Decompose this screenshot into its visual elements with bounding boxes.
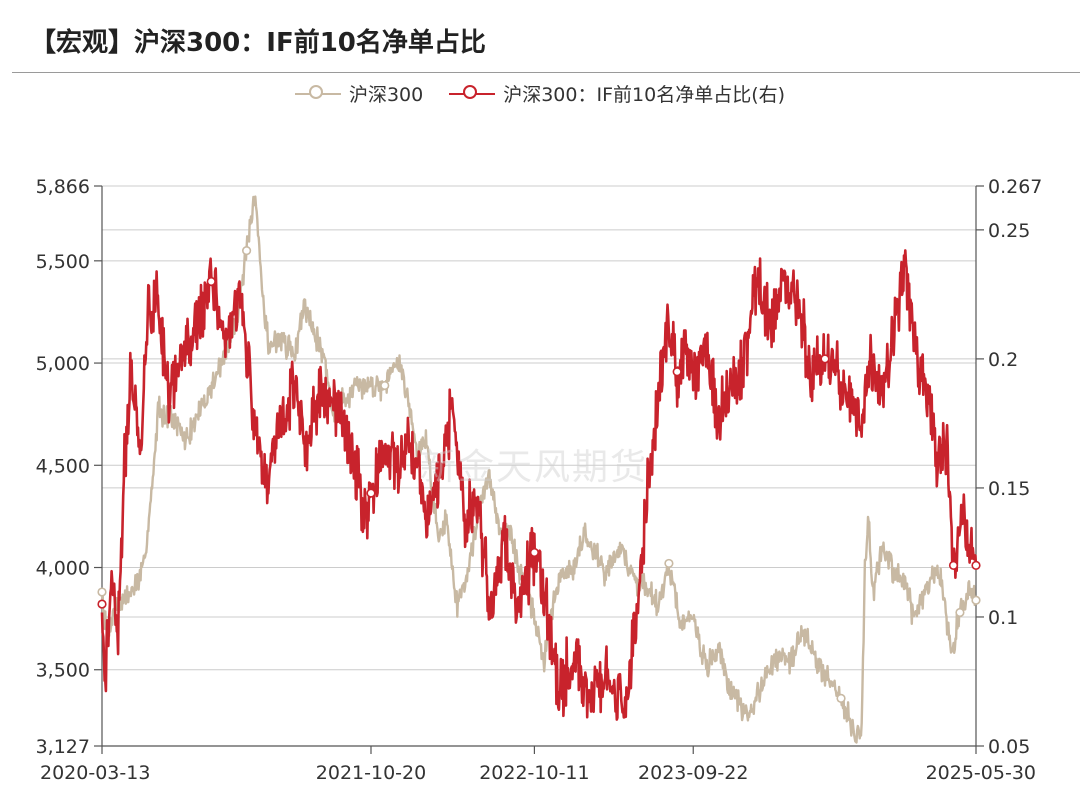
tick-labels: 3,127 3,500 4,000 4,500 5,000 5,500 5,866 0.05 0…: [36, 176, 1043, 784]
data-point-if-ratio: [820, 354, 830, 364]
y-right-tick-label: 0.267: [988, 176, 1042, 198]
axes: [94, 185, 984, 754]
data-point-csi300: [955, 607, 965, 618]
data-point-if-ratio: [366, 488, 376, 498]
legend-label-if-ratio: 沪深300：IF前10名净单占比(右): [503, 84, 786, 106]
y-left-tick-label: 3,127: [36, 736, 90, 758]
y-left-tick-label: 5,866: [36, 176, 90, 198]
x-tick-label: 2022-10-11: [479, 762, 589, 784]
series-line-if-ratio: [100, 249, 978, 721]
data-point-if-ratio: [97, 599, 107, 609]
legend-swatch-if-ratio: [449, 84, 496, 99]
y-right-tick-label: 0.15: [988, 478, 1030, 500]
y-right-tick-label: 0.1: [988, 607, 1018, 629]
data-point-csi300: [241, 246, 252, 256]
y-right-tick-label: 0.2: [988, 349, 1018, 371]
data-point-if-ratio: [206, 276, 216, 287]
y-left-tick-label: 3,500: [36, 660, 90, 682]
y-left-tick-label: 5,000: [36, 353, 90, 375]
y-left-tick-label: 5,500: [36, 251, 90, 273]
legend-item-if-ratio[interactable]: 沪深300：IF前10名净单占比(右): [449, 80, 785, 107]
page-title: 【宏观】沪深300：IF前10名净单占比: [30, 28, 486, 58]
legend-swatch-csi300: [294, 84, 341, 99]
x-tick-label: 2023-09-22: [638, 762, 748, 784]
legend-item-csi300[interactable]: 沪深300: [294, 80, 424, 107]
data-point-if-ratio: [529, 547, 540, 558]
series-line-csi300: [100, 195, 977, 744]
data-point-csi300: [836, 693, 846, 703]
y-right-tick-label: 0.25: [988, 220, 1030, 242]
x-tick-label: 2021-10-20: [316, 762, 426, 784]
data-point-csi300: [664, 558, 674, 569]
y-right-tick-label: 0.05: [988, 736, 1030, 758]
data-point-csi300: [97, 587, 107, 597]
title-divider: [12, 72, 1080, 73]
data-point-if-ratio: [971, 560, 981, 570]
data-point-csi300: [971, 595, 981, 605]
chart-legend: 沪深300 沪深300：IF前10名净单占比(右): [0, 80, 1080, 107]
x-tick-label: 2025-05-30: [926, 762, 1036, 784]
legend-label-csi300: 沪深300: [348, 84, 424, 106]
data-point-csi300: [380, 380, 390, 391]
data-point-if-ratio: [672, 367, 682, 377]
series-layer: [97, 195, 981, 744]
y-left-tick-label: 4,500: [36, 455, 90, 477]
watermark: 新金天风期货: [420, 447, 649, 488]
data-point-if-ratio: [948, 560, 959, 570]
x-tick-label: 2020-03-13: [40, 762, 150, 784]
y-left-tick-label: 4,000: [36, 558, 90, 580]
